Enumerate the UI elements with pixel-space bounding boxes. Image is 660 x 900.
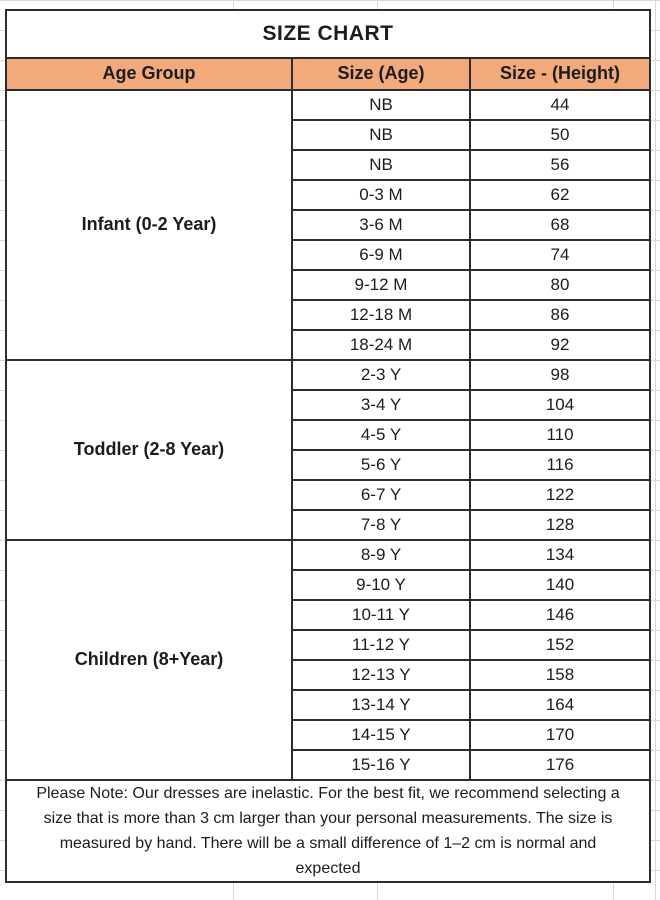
size-height-cell: 134	[471, 541, 649, 569]
size-age-cell: 13-14 Y	[293, 691, 469, 719]
size-age-cell: 15-16 Y	[293, 751, 469, 779]
size-chart-table: SIZE CHART Age Group Size (Age) Size - (…	[5, 9, 651, 883]
size-height-cell: 116	[471, 451, 649, 479]
size-age-cell: NB	[293, 91, 469, 119]
size-height-cell: 146	[471, 601, 649, 629]
size-age-cell: 10-11 Y	[293, 601, 469, 629]
size-height-cell: 170	[471, 721, 649, 749]
size-height-cell: 158	[471, 661, 649, 689]
column-header-size-height: Size - (Height)	[471, 59, 649, 89]
size-height-cell: 152	[471, 631, 649, 659]
size-age-cell: 3-6 M	[293, 211, 469, 239]
size-height-cell: 86	[471, 301, 649, 329]
size-age-cell: 14-15 Y	[293, 721, 469, 749]
size-age-cell: 3-4 Y	[293, 391, 469, 419]
chart-title: SIZE CHART	[7, 11, 649, 57]
size-age-cell: 6-7 Y	[293, 481, 469, 509]
size-height-cell: 74	[471, 241, 649, 269]
size-age-cell: 12-18 M	[293, 301, 469, 329]
size-height-cell: 164	[471, 691, 649, 719]
size-height-cell: 122	[471, 481, 649, 509]
age-group-cell: Children (8+Year)	[7, 541, 291, 779]
size-height-cell: 44	[471, 91, 649, 119]
size-age-cell: 6-9 M	[293, 241, 469, 269]
size-height-cell: 62	[471, 181, 649, 209]
size-age-cell: 9-10 Y	[293, 571, 469, 599]
size-height-cell: 110	[471, 421, 649, 449]
size-age-cell: 18-24 M	[293, 331, 469, 359]
size-age-cell: 2-3 Y	[293, 361, 469, 389]
size-age-cell: 8-9 Y	[293, 541, 469, 569]
age-group-cell: Infant (0-2 Year)	[7, 91, 291, 359]
size-height-cell: 98	[471, 361, 649, 389]
size-age-cell: 11-12 Y	[293, 631, 469, 659]
size-height-cell: 128	[471, 511, 649, 539]
size-height-cell: 104	[471, 391, 649, 419]
size-height-cell: 50	[471, 121, 649, 149]
note-text: Please Note: Our dresses are inelastic. …	[7, 781, 649, 881]
size-height-cell: 80	[471, 271, 649, 299]
size-height-cell: 140	[471, 571, 649, 599]
age-group-cell: Toddler (2-8 Year)	[7, 361, 291, 539]
size-age-cell: 9-12 M	[293, 271, 469, 299]
spreadsheet-gridline-vertical	[655, 0, 656, 900]
size-height-cell: 68	[471, 211, 649, 239]
size-age-cell: 7-8 Y	[293, 511, 469, 539]
size-age-cell: 12-13 Y	[293, 661, 469, 689]
size-height-cell: 176	[471, 751, 649, 779]
size-age-cell: NB	[293, 121, 469, 149]
size-age-cell: NB	[293, 151, 469, 179]
size-age-cell: 5-6 Y	[293, 451, 469, 479]
size-height-cell: 92	[471, 331, 649, 359]
size-age-cell: 0-3 M	[293, 181, 469, 209]
column-header-size-age: Size (Age)	[293, 59, 469, 89]
size-age-cell: 4-5 Y	[293, 421, 469, 449]
column-header-age-group: Age Group	[7, 59, 291, 89]
size-height-cell: 56	[471, 151, 649, 179]
